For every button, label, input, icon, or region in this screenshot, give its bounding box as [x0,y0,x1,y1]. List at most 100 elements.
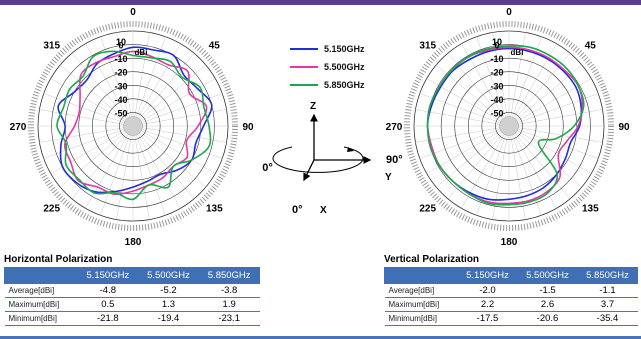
polar-spoke [136,132,181,209]
series-line-1 [63,50,208,196]
ring-label: -40 [114,95,127,105]
bottom-accent-line [0,336,641,339]
angle-label: 90 [618,122,630,133]
legend-label: 5.850GHz [324,80,365,90]
table-header-blank [4,267,78,284]
polar-spoke [71,131,129,199]
polar-spoke [436,130,504,188]
table-cell: 1.3 [138,297,199,312]
ring-label: -30 [114,81,127,91]
polar-spoke [140,128,223,159]
polar-spoke [116,32,132,119]
angle-label: 180 [501,237,518,248]
polar-spoke [513,131,571,199]
angle-label: 45 [585,41,597,52]
angle-label: 0 [130,7,136,18]
series-line-0 [426,47,583,201]
polar-spoke [137,131,195,199]
horizontal-polarization-table: 5.150GHz 5.500GHz 5.850GHz Average[dBi] … [4,267,260,326]
ring-label: -50 [490,108,503,118]
ring-label: -30 [490,81,503,91]
angle-label: 135 [206,203,223,214]
row-label: Maximum[dBi] [384,297,458,312]
polar-spoke [447,131,505,199]
vertical-polar-chart: 100-10-20-30-40-50dBi0459013518022527031… [386,7,630,248]
table-header: 5.500GHz [517,267,578,284]
polar-spoke [140,109,227,125]
polar-ring [51,44,215,208]
polar-spoke [511,36,542,119]
rotation-arrowhead [347,147,354,152]
horizontal-polar-chart: 100-10-20-30-40-50dBi0459013518022527031… [10,7,254,248]
polar-spoke [511,133,542,216]
ring-label: -50 [114,108,127,118]
ring-label: -10 [114,54,127,64]
series-line-0 [57,46,213,194]
polar-spoke [134,133,150,220]
angle-label: 315 [43,41,60,52]
legend-label: 5.500GHz [324,62,365,72]
polar-ring [440,57,578,195]
polar-center-disc [499,116,519,136]
table-row: Maximum[dBi] 2.2 2.6 3.7 [384,297,638,312]
table-row: Average[dBi] -4.8 -5.2 -3.8 [4,283,260,298]
table-cell: -17.5 [457,311,518,326]
table-header: 5.850GHz [198,267,260,284]
legend-item: 5.150GHz [290,40,365,58]
coordinate-axes-diagram: Z Y X 90° 270° 0° [262,101,403,216]
table-header: 5.150GHz [77,267,139,284]
ring-label: 10 [116,37,126,47]
angle-label-90: 90° [386,154,403,166]
table-row: Average[dBi] -2.0 -1.5 -1.1 [384,283,638,298]
table-cell: 1.9 [198,297,260,312]
polar-spoke [135,133,166,216]
table-cell: 0.5 [77,297,139,312]
vertical-table-title: Vertical Polarization [384,254,480,265]
ring-label: 10 [492,37,502,47]
polar-spoke [516,127,603,143]
ring-label: -10 [490,54,503,64]
legend-swatch [290,84,318,86]
angle-label: 90 [242,122,254,133]
table-cell: -4.8 [77,283,139,298]
table-row: Minimum[dBi] -17.5 -20.6 -35.4 [384,311,638,326]
angle-label: 315 [419,41,436,52]
angle-label: 270 [10,122,27,133]
row-label: Average[dBi] [4,283,78,298]
series-line-2 [56,50,212,201]
polar-spoke [138,64,206,122]
polar-spoke [513,53,571,121]
angle-label: 225 [419,203,436,214]
polar-spoke [512,43,557,120]
table-cell: -20.6 [517,311,578,326]
x-axis-arrow [303,159,315,182]
ring-label: -40 [490,95,503,105]
table-cell: -23.1 [198,311,260,326]
polar-center-disc [123,116,143,136]
legend-swatch [290,66,318,68]
table-cell: -1.5 [517,283,578,298]
polar-spoke [134,32,150,119]
polar-spoke [461,132,506,209]
ring-label: 0 [118,41,123,51]
polar-spoke [116,133,132,220]
x-axis-label: X [320,205,327,216]
legend-item: 5.500GHz [290,58,365,76]
angle-label-0: 0° [292,204,303,216]
table-cell: -5.2 [138,283,199,298]
polar-ring [495,112,523,140]
table-cell: -35.4 [577,311,638,326]
polar-spoke [510,133,526,220]
series-line-2 [426,45,585,206]
table-cell: 2.2 [457,297,518,312]
polar-ring [91,84,175,168]
polar-spoke [138,130,206,188]
table-cell: -1.1 [577,283,638,298]
vertical-polarization-table: 5.150GHz 5.500GHz 5.850GHz Average[dBi] … [384,267,638,326]
polar-spoke [85,132,130,209]
table-header-blank [384,267,458,284]
angle-label: 135 [582,203,599,214]
row-label: Minimum[dBi] [4,311,78,326]
table-cell: -19.4 [138,311,199,326]
table-header-row: 5.150GHz 5.500GHz 5.850GHz [4,267,260,284]
